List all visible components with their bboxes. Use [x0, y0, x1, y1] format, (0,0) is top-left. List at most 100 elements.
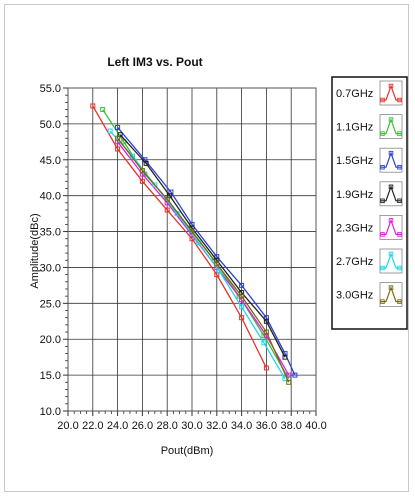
data-point	[139, 168, 145, 174]
legend-marker	[380, 164, 385, 170]
legend-marker	[388, 150, 394, 156]
data-point	[115, 146, 121, 152]
data-point	[189, 229, 195, 235]
x-tick-label: 30.0	[181, 420, 202, 432]
y-tick-label: 15.0	[40, 370, 61, 382]
legend-swatch	[379, 214, 403, 240]
y-tick-label: 50.0	[40, 119, 61, 131]
legend-label: 3.0GHz	[336, 290, 373, 302]
y-tick-label: 55.0	[40, 83, 61, 95]
series-line	[117, 127, 296, 376]
legend-label: 1.9GHz	[336, 189, 373, 201]
legend-marker	[397, 232, 402, 237]
legend-marker	[397, 265, 402, 271]
series-line	[117, 137, 290, 383]
data-point	[239, 315, 245, 321]
legend-marker	[380, 131, 385, 136]
data-point	[261, 340, 267, 346]
x-tick-label: 38.0	[280, 420, 301, 432]
data-point	[152, 182, 158, 188]
series-line	[92, 105, 267, 369]
legend-label: 1.5GHz	[336, 155, 373, 167]
y-tick-label: 40.0	[40, 191, 61, 203]
x-axis: 20.0 22.0 24.0 26.0 28.0 30.0 32.0 34.0 36.0 38.0…	[57, 411, 327, 432]
data-point	[164, 196, 170, 202]
legend-item: 1.5GHz	[336, 147, 403, 173]
x-tick-label: 20.0	[57, 420, 78, 432]
data-point	[282, 354, 288, 360]
series-line	[119, 134, 286, 358]
data-point	[292, 372, 298, 378]
x-tick-label: 28.0	[156, 420, 177, 432]
x-tick-label: 40.0	[305, 420, 326, 432]
data-point	[100, 107, 106, 113]
data-point	[214, 261, 220, 267]
legend-marker	[388, 251, 394, 257]
x-tick-label: 24.0	[107, 420, 128, 432]
legend-item: 2.7GHz	[336, 248, 403, 274]
legend-label: 1.1GHz	[336, 122, 373, 134]
legend-swatch	[379, 80, 403, 106]
legend-label: 2.3GHz	[336, 222, 373, 234]
data-point	[239, 304, 245, 310]
data-point	[143, 160, 149, 166]
legend-label: 2.7GHz	[336, 256, 373, 268]
chart-title: Left IM3 vs. Pout	[107, 55, 202, 69]
y-tick-label: 35.0	[40, 227, 61, 239]
legend-marker	[380, 299, 385, 304]
legend-marker	[388, 184, 394, 190]
x-tick-label: 22.0	[82, 420, 103, 432]
legend-item: 3.0GHz	[336, 282, 403, 308]
legend-label: 0.7GHz	[336, 88, 373, 100]
data-point	[115, 135, 121, 141]
y-tick-label: 10.0	[40, 406, 61, 418]
plot-area	[67, 87, 317, 412]
legend-swatch	[379, 181, 403, 207]
data-point	[286, 372, 292, 378]
x-tick-label: 26.0	[132, 420, 153, 432]
chart-frame: Left IM3 vs. Pout 20.0 22.0 24.0 26.0 28.0 30…	[4, 4, 409, 492]
data-point	[263, 329, 269, 335]
legend-marker	[397, 164, 402, 170]
legend-swatch	[379, 147, 403, 173]
y-tick-label: 20.0	[40, 334, 61, 346]
series-0.7GHz	[90, 103, 269, 371]
data-point	[239, 282, 245, 288]
legend-marker	[397, 131, 402, 136]
legend-marker	[380, 232, 385, 237]
series-2.7GHz	[107, 128, 288, 382]
data-point	[286, 379, 292, 385]
series-line	[117, 141, 290, 376]
legend-marker	[380, 265, 385, 271]
data-point	[107, 128, 113, 134]
y-tick-label: 25.0	[40, 298, 61, 310]
legend-marker	[388, 285, 394, 290]
legend-item: 1.1GHz	[336, 114, 403, 139]
data-point	[216, 268, 222, 274]
data-point	[90, 103, 96, 109]
y-axis-label: Amplitude(dBc)	[29, 213, 41, 288]
data-point	[115, 124, 121, 130]
legend-item: 0.7GHz	[336, 80, 403, 106]
data-point	[164, 207, 170, 213]
legend: 0.7GHz 1.1GHz 1.5GHz 1.9GHz 2.3GHz 2.7GHz 3.0G…	[331, 76, 408, 330]
series-layer	[90, 103, 298, 385]
legend-swatch	[379, 248, 403, 274]
legend-marker	[388, 117, 394, 122]
legend-marker	[397, 299, 402, 304]
series-line	[109, 130, 286, 380]
chart: Left IM3 vs. Pout 20.0 22.0 24.0 26.0 28.0 30…	[29, 55, 408, 457]
y-axis: 10.0 15.0 20.0 25.0 30.0 35.0 40.0 45.0 50.0 55.0	[40, 83, 68, 418]
y-tick-label: 45.0	[40, 155, 61, 167]
series-2.3GHz	[115, 139, 292, 378]
legend-swatch	[379, 114, 403, 139]
x-axis-label: Pout(dBm)	[161, 445, 214, 457]
legend-swatch	[379, 282, 403, 308]
data-point	[139, 178, 145, 184]
data-point	[239, 293, 245, 299]
legend-marker	[397, 198, 402, 204]
legend-marker	[388, 218, 394, 223]
legend-marker	[397, 97, 402, 103]
x-tick-label: 34.0	[231, 420, 252, 432]
data-point	[263, 365, 269, 371]
